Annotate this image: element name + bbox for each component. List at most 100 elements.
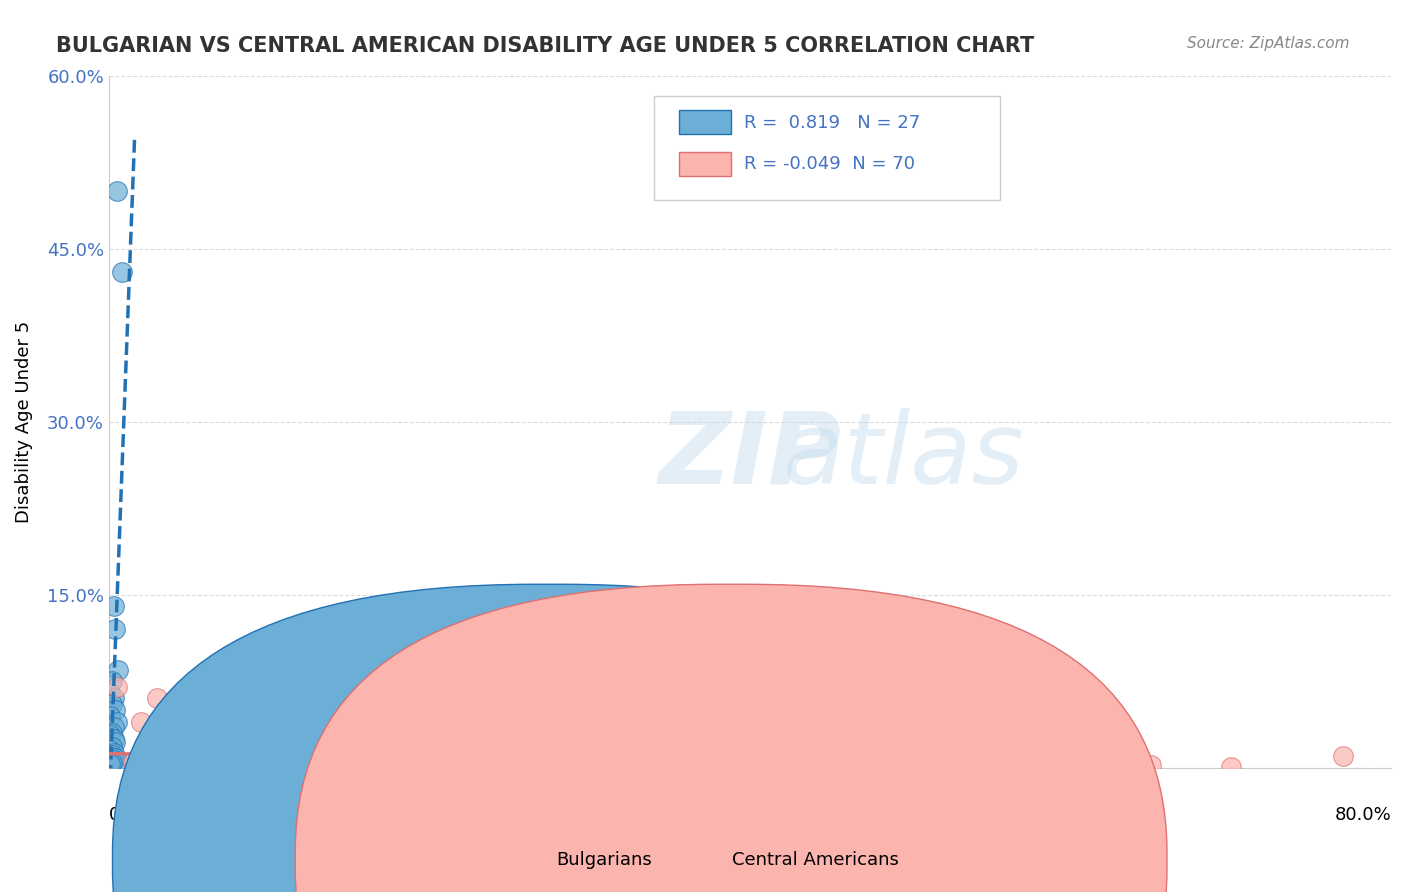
Point <box>898 758 921 772</box>
Point <box>105 714 128 729</box>
Point <box>103 599 125 614</box>
Point <box>105 680 128 694</box>
Point <box>1059 759 1081 773</box>
Point <box>450 755 472 769</box>
Point <box>643 758 665 772</box>
Point <box>100 686 122 700</box>
Point <box>458 757 481 772</box>
Text: Bulgarians: Bulgarians <box>557 851 652 869</box>
Point <box>177 738 200 752</box>
Point <box>387 756 409 770</box>
Point <box>209 747 232 761</box>
Point <box>104 703 127 717</box>
Point <box>803 758 825 772</box>
Point <box>101 698 124 712</box>
Point <box>363 756 385 770</box>
Point <box>162 726 184 740</box>
Text: BULGARIAN VS CENTRAL AMERICAN DISABILITY AGE UNDER 5 CORRELATION CHART: BULGARIAN VS CENTRAL AMERICAN DISABILITY… <box>56 36 1035 55</box>
Point <box>101 756 124 770</box>
Point <box>105 184 128 198</box>
Point <box>233 757 256 772</box>
Point <box>931 758 953 772</box>
Point <box>274 754 297 768</box>
Point <box>153 757 176 772</box>
Point <box>226 749 249 764</box>
Point <box>103 753 125 767</box>
Point <box>307 751 329 765</box>
Point <box>482 756 505 770</box>
Point <box>283 757 305 772</box>
Point <box>562 756 585 770</box>
Text: Central Americans: Central Americans <box>733 851 898 869</box>
Point <box>707 758 730 772</box>
Point <box>346 757 368 772</box>
Point <box>322 754 344 768</box>
Point <box>101 674 124 689</box>
Point <box>194 743 217 757</box>
Point <box>103 731 125 746</box>
Point <box>610 757 633 772</box>
Point <box>101 726 124 740</box>
Point <box>467 757 489 772</box>
Point <box>330 757 353 772</box>
Text: 80.0%: 80.0% <box>1334 805 1391 824</box>
FancyBboxPatch shape <box>679 152 731 176</box>
Point <box>402 757 425 772</box>
Point <box>202 757 225 772</box>
Point <box>498 757 520 772</box>
Point <box>354 756 377 770</box>
Point <box>1331 749 1354 764</box>
Point <box>186 756 208 770</box>
Point <box>818 757 841 772</box>
Point <box>104 622 127 636</box>
FancyBboxPatch shape <box>679 110 731 135</box>
Point <box>738 757 761 772</box>
Text: 0.0%: 0.0% <box>108 805 155 824</box>
Point <box>530 757 553 772</box>
Point <box>290 755 312 769</box>
Point <box>242 751 264 765</box>
Point <box>100 750 122 764</box>
Point <box>266 756 288 770</box>
Text: Source: ZipAtlas.com: Source: ZipAtlas.com <box>1187 36 1350 51</box>
Point <box>868 758 890 772</box>
Point <box>370 754 392 768</box>
Point <box>515 756 537 770</box>
Point <box>835 758 858 772</box>
Point <box>101 747 124 762</box>
Point <box>443 757 465 772</box>
Point <box>787 757 810 772</box>
Point <box>103 691 125 706</box>
Point <box>298 757 321 772</box>
Point <box>378 757 401 772</box>
Point <box>101 739 124 754</box>
Point <box>426 756 449 770</box>
FancyBboxPatch shape <box>654 96 1000 200</box>
Point <box>675 757 697 772</box>
Point <box>100 708 122 723</box>
Point <box>578 757 600 772</box>
Point <box>129 714 152 729</box>
Point <box>547 757 569 772</box>
Point <box>122 755 145 769</box>
Y-axis label: Disability Age Under 5: Disability Age Under 5 <box>15 320 32 523</box>
Point <box>100 757 122 772</box>
Point <box>218 756 240 770</box>
Point <box>394 757 416 772</box>
Point <box>100 743 122 757</box>
Point <box>104 735 127 749</box>
Point <box>107 755 129 769</box>
Text: R =  0.819   N = 27: R = 0.819 N = 27 <box>744 113 920 132</box>
Point <box>111 265 134 279</box>
Point <box>107 663 129 677</box>
Point <box>337 755 360 769</box>
Point <box>1139 758 1161 772</box>
Point <box>257 753 280 767</box>
Point <box>418 755 440 769</box>
Point <box>100 728 122 742</box>
Point <box>170 757 193 772</box>
Point <box>434 756 457 770</box>
Text: ZIP: ZIP <box>658 408 841 505</box>
Point <box>250 757 273 772</box>
Point <box>146 691 169 706</box>
